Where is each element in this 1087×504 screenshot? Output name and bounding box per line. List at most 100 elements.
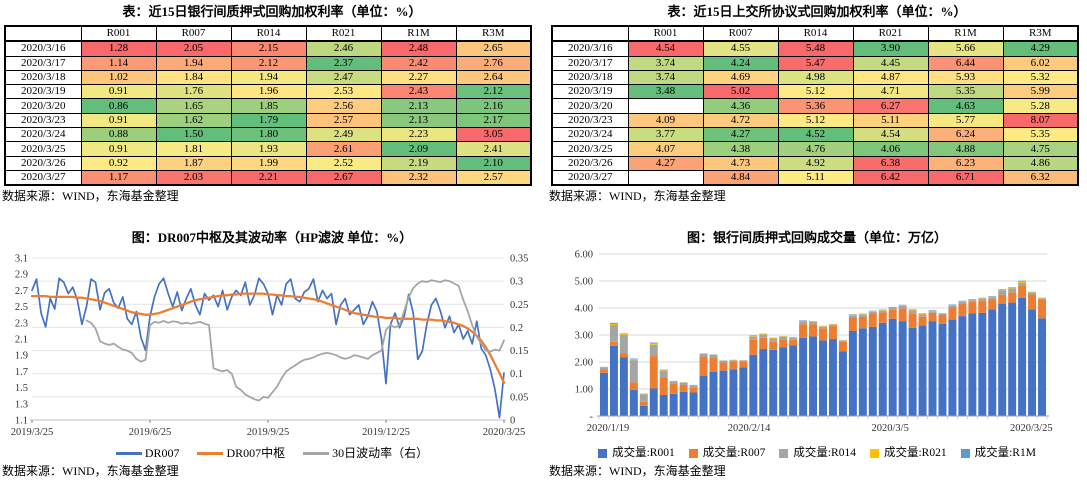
svg-text:2.5: 2.5 (15, 302, 28, 313)
rate-cell: 1.28 (80, 40, 157, 57)
bar-segment (629, 359, 638, 361)
rate-cell: 2.17 (455, 112, 532, 129)
rate-cell: 5.77 (927, 112, 1004, 129)
table-row: 2020/3/26 0.92 1.87 1.99 2.52 2.19 2.10 (4, 155, 532, 171)
bar-segment (1008, 292, 1017, 303)
panel-repo-volume-chart: 图：银行间质押式回购成交量（单位：万亿） 6.00 5.00 4.00 3.00 2.0… (549, 230, 1085, 479)
rate-cell: 2.16 (455, 98, 532, 114)
rate-cell: 4.54 (627, 40, 704, 57)
bar-segment (619, 334, 628, 354)
bar-segment (878, 312, 887, 323)
rate-cell: 4.98 (777, 69, 854, 86)
legend-item: 30日波动率（右） (303, 445, 428, 461)
bar-segment (1018, 282, 1027, 286)
bar-segment (978, 312, 987, 416)
bar-segment (888, 307, 897, 308)
rate-cell: 5.48 (777, 40, 854, 57)
bar-segment (639, 394, 648, 402)
rate-cell: 1.96 (230, 84, 307, 100)
svg-text:1.5: 1.5 (15, 383, 28, 394)
rate-cell: 6.27 (852, 98, 929, 114)
rate-cell: 3.74 (627, 69, 704, 86)
y-axis-labels-left: 3.1 2.9 2.7 2.5 2.3 2.1 1.9 1.7 1.5 1.3 1.1 (15, 254, 28, 427)
rate-cell: 4.71 (852, 84, 929, 100)
bar-segment (609, 341, 618, 346)
rate-cell: 4.72 (702, 112, 779, 129)
rate-cell: 1.93 (230, 141, 307, 157)
bar-segment (848, 317, 857, 331)
legend-item: 成交量:R007 (688, 445, 765, 461)
table-row: 2020/3/18 1.02 1.84 1.94 2.47 2.27 2.64 (4, 69, 532, 86)
rate-cell: 2.21 (230, 169, 307, 186)
data-source-label: 数据来源：WIND，东海基金整理 (549, 464, 726, 478)
svg-text:2.7: 2.7 (15, 286, 28, 297)
bar-segment (749, 354, 758, 416)
rate-cell: 5.11 (852, 112, 929, 129)
svg-text:0: 0 (510, 416, 515, 427)
bar-segment (809, 336, 818, 416)
bar-segment (799, 321, 808, 325)
date-cell: 2020/3/24 (551, 127, 629, 143)
date-cell: 2020/3/24 (4, 127, 82, 143)
repo-volume-bar-chart: 6.00 5.00 4.00 3.00 2.00 1.00 -2020/1/19 2020/2… (575, 250, 1053, 435)
bar-segment (769, 337, 778, 339)
rate-cell: 0.91 (80, 112, 157, 129)
table-row: 2020/3/20 0.86 1.65 1.85 2.56 2.13 2.16 (4, 98, 532, 114)
bar-segment (649, 343, 658, 345)
bar-segment (819, 326, 827, 327)
svg-text:1.00: 1.00 (575, 385, 593, 396)
bar-segment (679, 384, 688, 392)
rate-cell: 2.53 (305, 84, 382, 100)
bar-segment (978, 300, 987, 313)
rate-cell: 2.10 (455, 155, 532, 171)
bar-segment (958, 303, 967, 317)
bar-segment (759, 349, 768, 416)
bar-segment (609, 325, 618, 342)
bar-segment (819, 340, 827, 416)
column-header: R007 (702, 25, 779, 42)
rate-cell: 2.42 (380, 55, 457, 71)
bar-segment (719, 362, 728, 371)
rate-cell: 4.24 (702, 55, 779, 71)
legend-square-swatch (869, 448, 879, 458)
bar-segment (1038, 299, 1046, 319)
rate-cell: 5.02 (702, 84, 779, 100)
chart-title: 图：DR007中枢及其波动率（HP滤波 单位：%） (131, 230, 413, 245)
bar-segment (968, 313, 977, 416)
bar-segment (978, 298, 987, 299)
rate-cell: 2.13 (380, 98, 457, 114)
legend-label: 成交量:R001 (612, 447, 675, 459)
rate-cell: 2.76 (455, 55, 532, 71)
column-header: R001 (627, 25, 704, 42)
rate-cell: 4.86 (1002, 155, 1079, 171)
svg-text:0.05: 0.05 (510, 392, 528, 403)
bar-segment (1018, 285, 1027, 298)
bar-segment (878, 322, 887, 416)
bar-segment (1008, 288, 1017, 293)
bar-segment (789, 337, 798, 338)
bar-segment (1008, 302, 1017, 416)
bar-segment (858, 314, 867, 317)
svg-text:3.1: 3.1 (15, 254, 28, 265)
bar-segment (918, 313, 927, 315)
date-cell: 2020/3/23 (4, 112, 82, 129)
rate-cell: 5.35 (927, 84, 1004, 100)
rate-cell: 2.57 (455, 169, 532, 186)
rate-cell: 1.94 (230, 69, 307, 86)
rate-cell: 5.66 (927, 40, 1004, 57)
bar-segment (600, 372, 608, 416)
bar-segment (868, 326, 877, 416)
bar-segment (799, 320, 808, 322)
column-header: R1M (380, 25, 457, 42)
rate-cell: 4.52 (777, 127, 854, 143)
bar-segment (739, 362, 748, 368)
bar-segment (619, 353, 628, 358)
rate-cell: 1.14 (80, 55, 157, 71)
rate-cell: 6.02 (1002, 55, 1079, 71)
rate-cell: 1.79 (230, 112, 307, 129)
bar-segment (669, 393, 678, 416)
rate-cell: 6.44 (927, 55, 1004, 71)
legend-square-swatch (688, 448, 698, 458)
bar-segment (600, 369, 608, 373)
table-row: 2020/3/27 4.84 5.11 6.42 6.71 6.32 (551, 169, 1079, 186)
